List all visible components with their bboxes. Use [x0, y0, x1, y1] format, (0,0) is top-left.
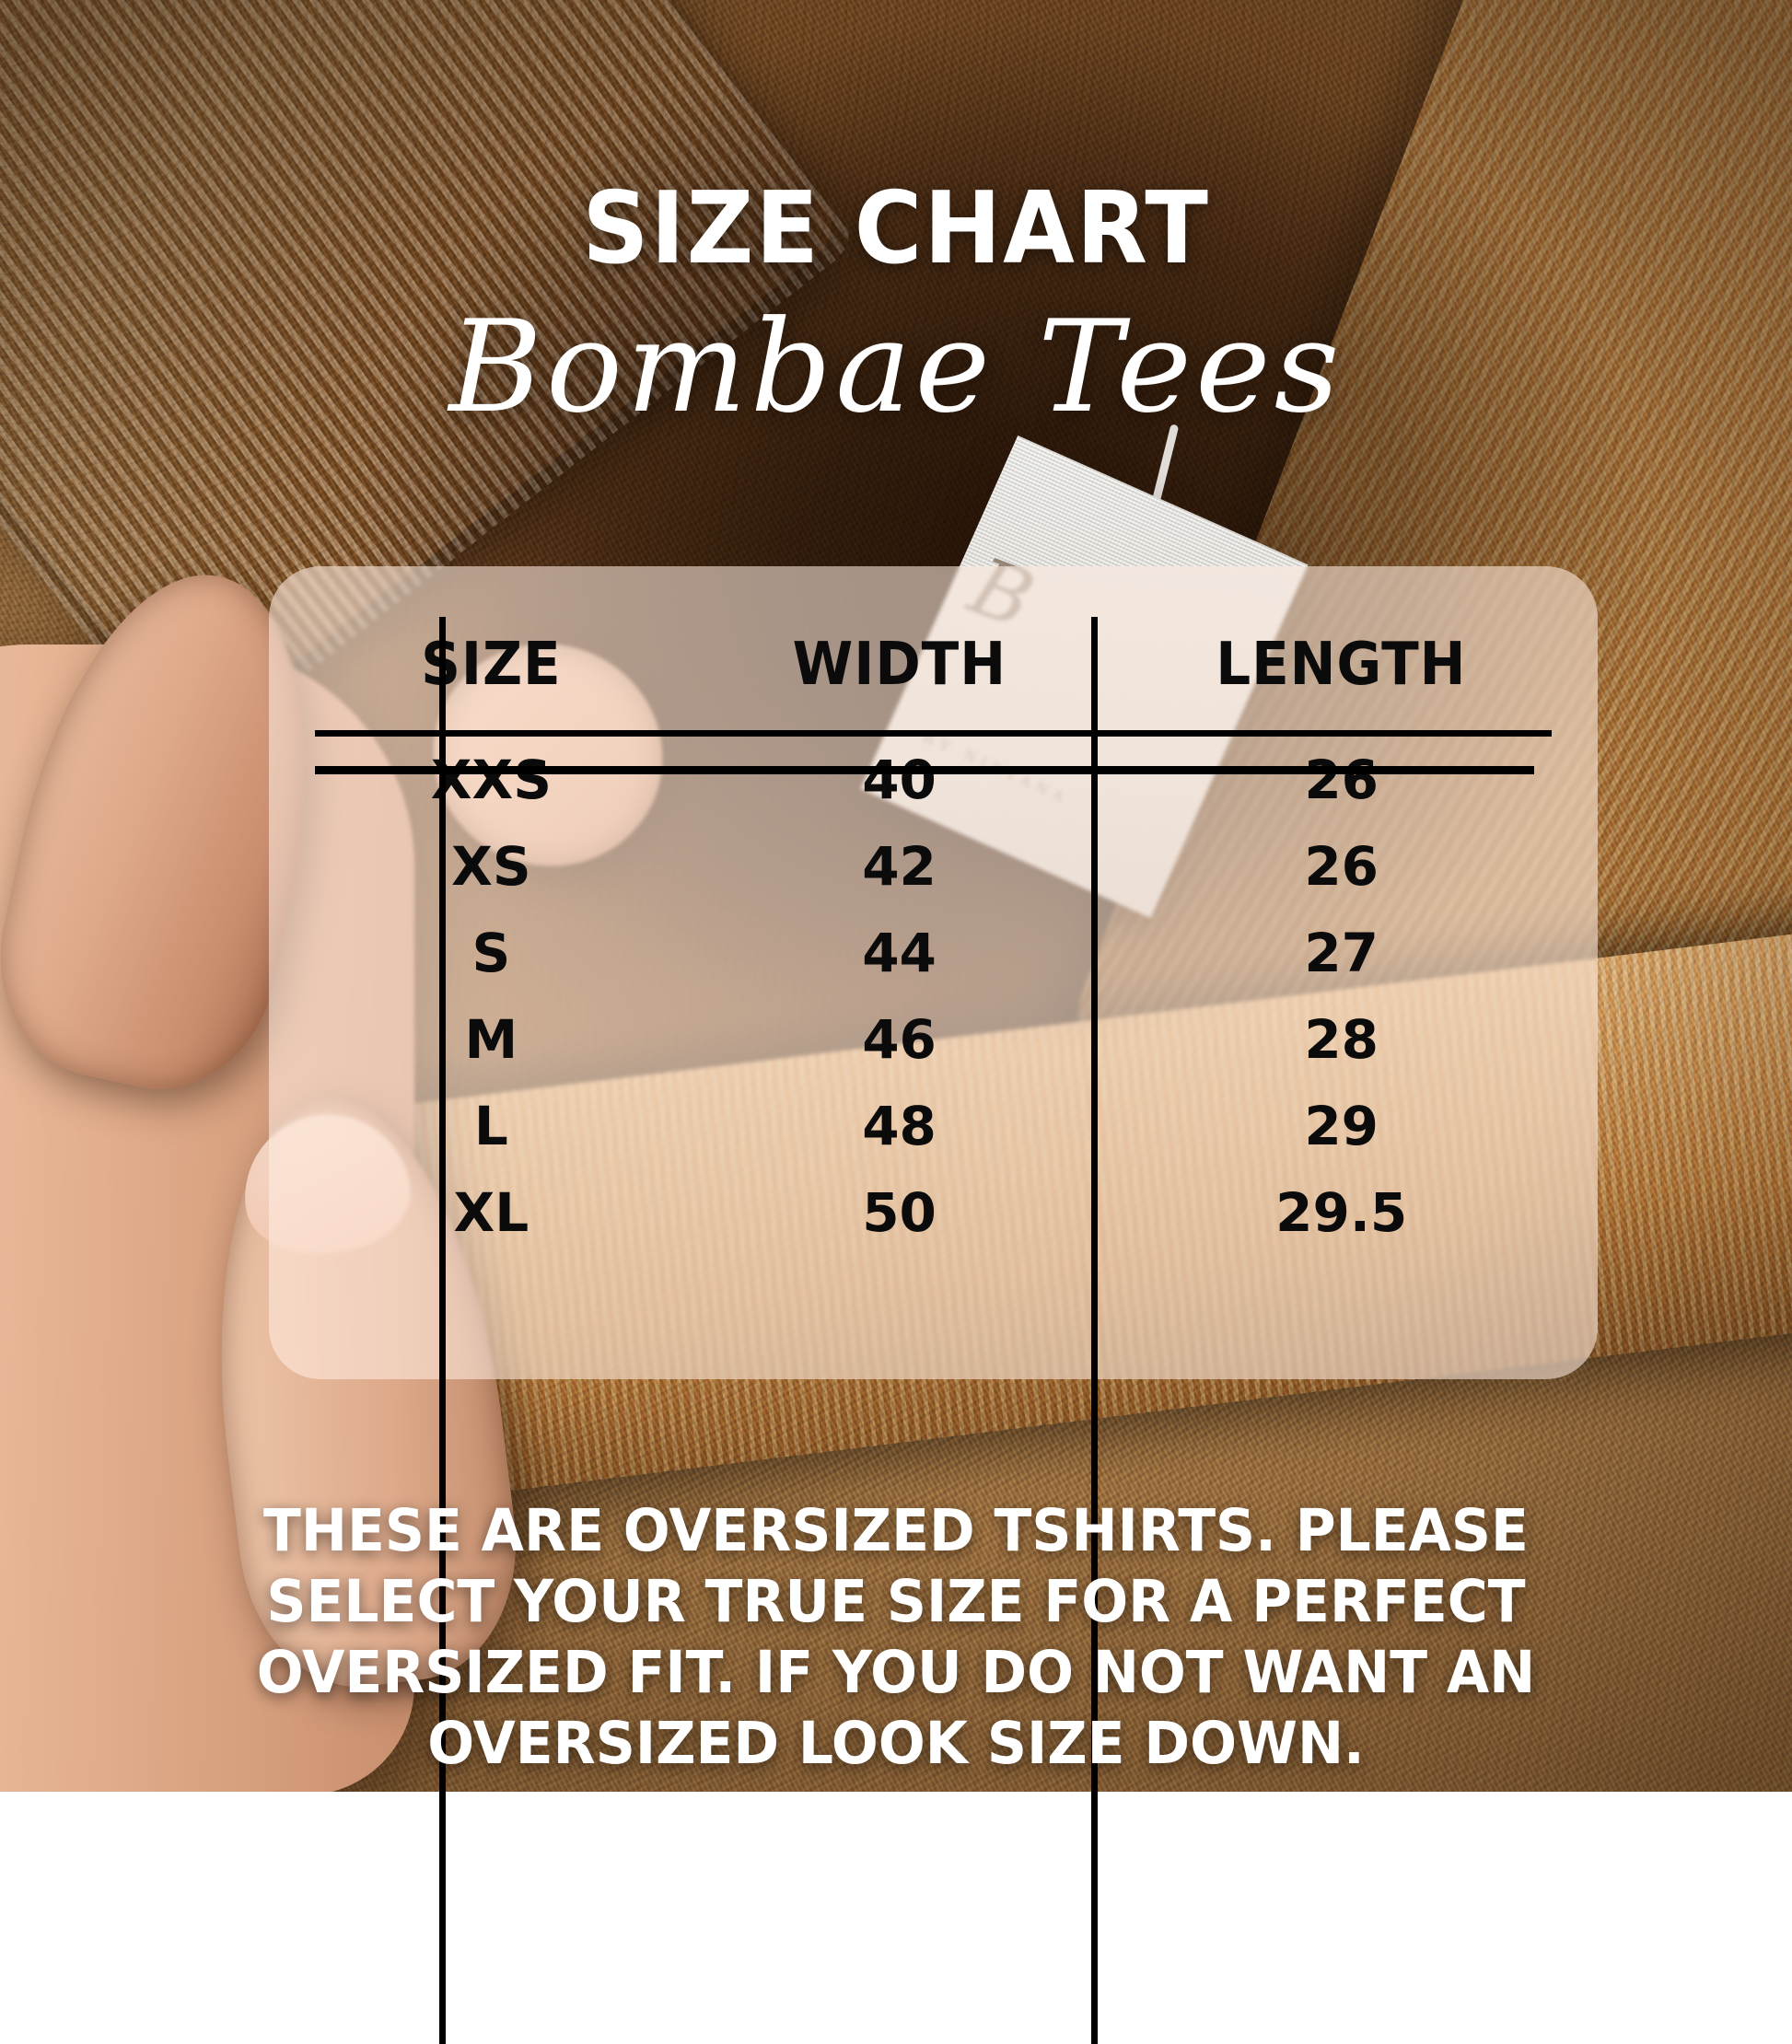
column-header-size: SIZE: [327, 594, 655, 734]
cell-length: 26: [1131, 823, 1552, 910]
cell-length: 29: [1131, 1083, 1552, 1169]
cell-size: XL: [315, 1169, 668, 1256]
cell-length: 27: [1131, 910, 1552, 996]
cell-size: XS: [315, 823, 668, 910]
column-header-length: LENGTH: [1146, 594, 1537, 734]
cell-width: 44: [668, 910, 1132, 996]
cell-size: M: [315, 996, 668, 1083]
cell-length: 26: [1131, 734, 1552, 824]
title-block: SIZE CHART Bombae Tees: [0, 180, 1792, 435]
header-divider: [315, 766, 1534, 774]
column-divider-2: [1091, 617, 1098, 2044]
page-title: SIZE CHART: [63, 180, 1729, 279]
cell-size: L: [315, 1083, 668, 1169]
cell-width: 48: [668, 1083, 1132, 1169]
cell-width: 42: [668, 823, 1132, 910]
cell-length: 29.5: [1131, 1169, 1552, 1256]
cell-size: S: [315, 910, 668, 996]
brand-title: Bombae Tees: [0, 301, 1792, 435]
size-table-head: SIZE WIDTH LENGTH: [315, 594, 1552, 734]
cell-length: 28: [1131, 996, 1552, 1083]
column-divider-1: [439, 617, 446, 2044]
column-header-width: WIDTH: [683, 594, 1114, 734]
table-header-row: SIZE WIDTH LENGTH: [315, 594, 1552, 734]
fit-note: THESE ARE OVERSIZED TSHIRTS. PLEASE SELE…: [141, 1496, 1651, 1779]
cell-width: 40: [668, 734, 1132, 824]
cell-width: 46: [668, 996, 1132, 1083]
cell-size: XXS: [315, 734, 668, 824]
cell-width: 50: [668, 1169, 1132, 1256]
